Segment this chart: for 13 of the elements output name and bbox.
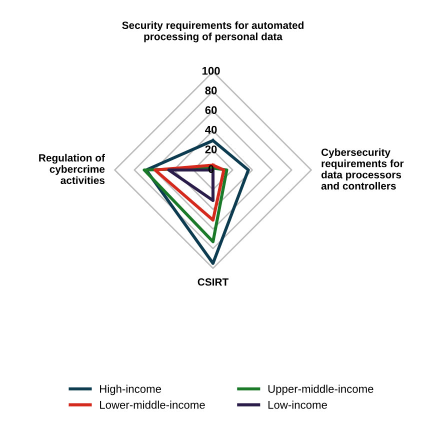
y-tick-label: 20	[205, 145, 217, 154]
spoke-label: CSIRT	[198, 278, 229, 286]
y-tick-label: 40	[205, 126, 217, 134]
legend-label: Low-income	[268, 400, 327, 409]
spoke-label: Security requirements for automated processing of personal data	[122, 21, 304, 42]
spoke-label: Regulation of cybercrime activities	[39, 154, 105, 184]
y-tick-label: 80	[205, 86, 217, 94]
legend-label: High-income	[100, 384, 162, 396]
y-tick-label: 60	[205, 106, 217, 114]
legend-label: Upper-middle-income	[268, 384, 374, 396]
spoke-label: Cybersecurity requirements for data processors and controllers	[321, 148, 404, 190]
y-tick-label: 100	[202, 66, 220, 75]
legend-label: Lower-middle-income	[100, 400, 205, 409]
